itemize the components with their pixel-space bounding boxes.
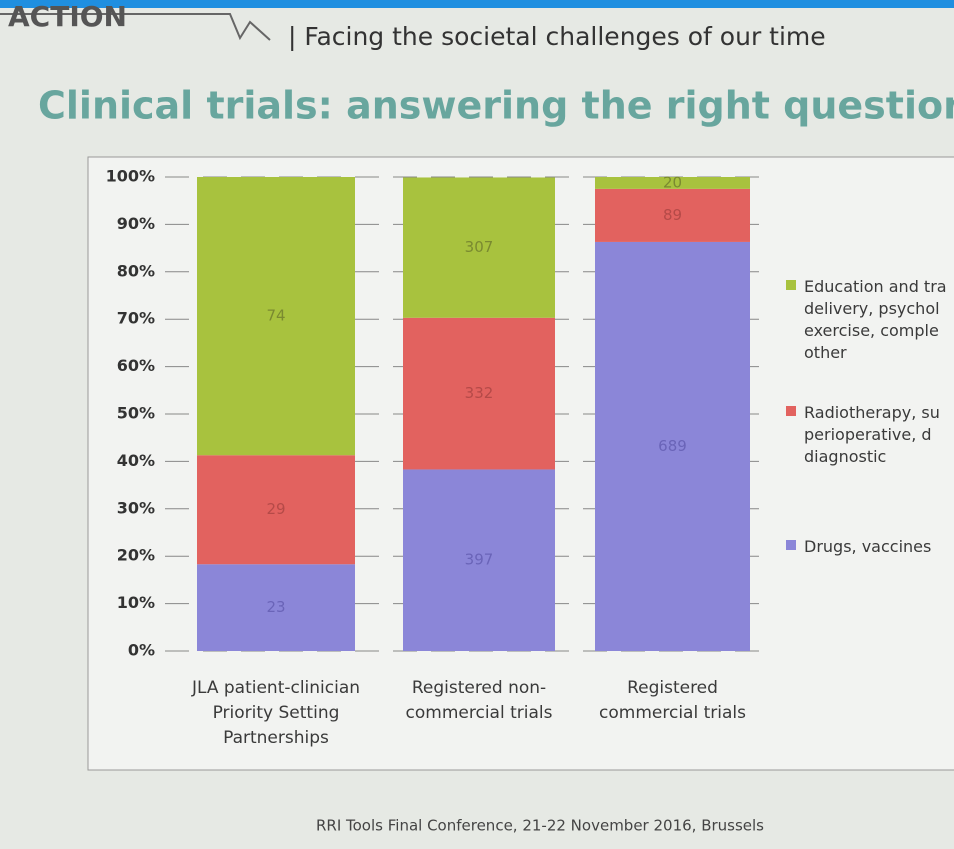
x-tick-label: JLA patient-clinician Priority Setting P… (181, 676, 371, 751)
header-subtitle: | Facing the societal challenges of our … (288, 22, 826, 51)
footer: RRI Tools Final Conference, 21-22 Novemb… (316, 817, 764, 835)
legend-label: Radiotherapy, su perioperative, d diagno… (804, 402, 954, 468)
y-tick-label: 100% (106, 167, 155, 186)
y-tick-label: 70% (117, 309, 155, 328)
y-tick-label: 20% (117, 546, 155, 565)
y-tick-label: 80% (117, 261, 155, 280)
top-bar (0, 0, 954, 8)
legend-swatch (786, 406, 796, 416)
y-tick-label: 30% (117, 498, 155, 517)
legend-swatch (786, 280, 796, 290)
legend-label: Drugs, vaccines (804, 536, 954, 558)
data-label: 689 (658, 437, 687, 455)
data-label: 23 (266, 598, 285, 616)
y-tick-label: 0% (128, 641, 155, 660)
data-label: 29 (266, 500, 285, 518)
data-label: 74 (266, 307, 285, 325)
legend-swatch (786, 540, 796, 550)
y-tick-label: 10% (117, 593, 155, 612)
data-label: 20 (663, 173, 682, 191)
y-tick-label: 40% (117, 451, 155, 470)
y-tick-label: 60% (117, 356, 155, 375)
data-label: 89 (663, 206, 682, 224)
x-tick-label: Registered non-commercial trials (384, 676, 574, 726)
x-tick-label: Registered commercial trials (578, 676, 768, 726)
chart-title: Clinical trials: answering the right que… (38, 84, 954, 128)
section-label: ACTION (8, 0, 127, 33)
y-tick-label: 90% (117, 214, 155, 233)
data-label: 397 (465, 551, 494, 569)
data-label: 307 (465, 238, 494, 256)
y-tick-label: 50% (117, 404, 155, 423)
slide: ACTION | Facing the societal challenges … (0, 0, 954, 849)
legend-label: Education and tra delivery, psychol exer… (804, 276, 954, 364)
data-label: 332 (465, 384, 494, 402)
